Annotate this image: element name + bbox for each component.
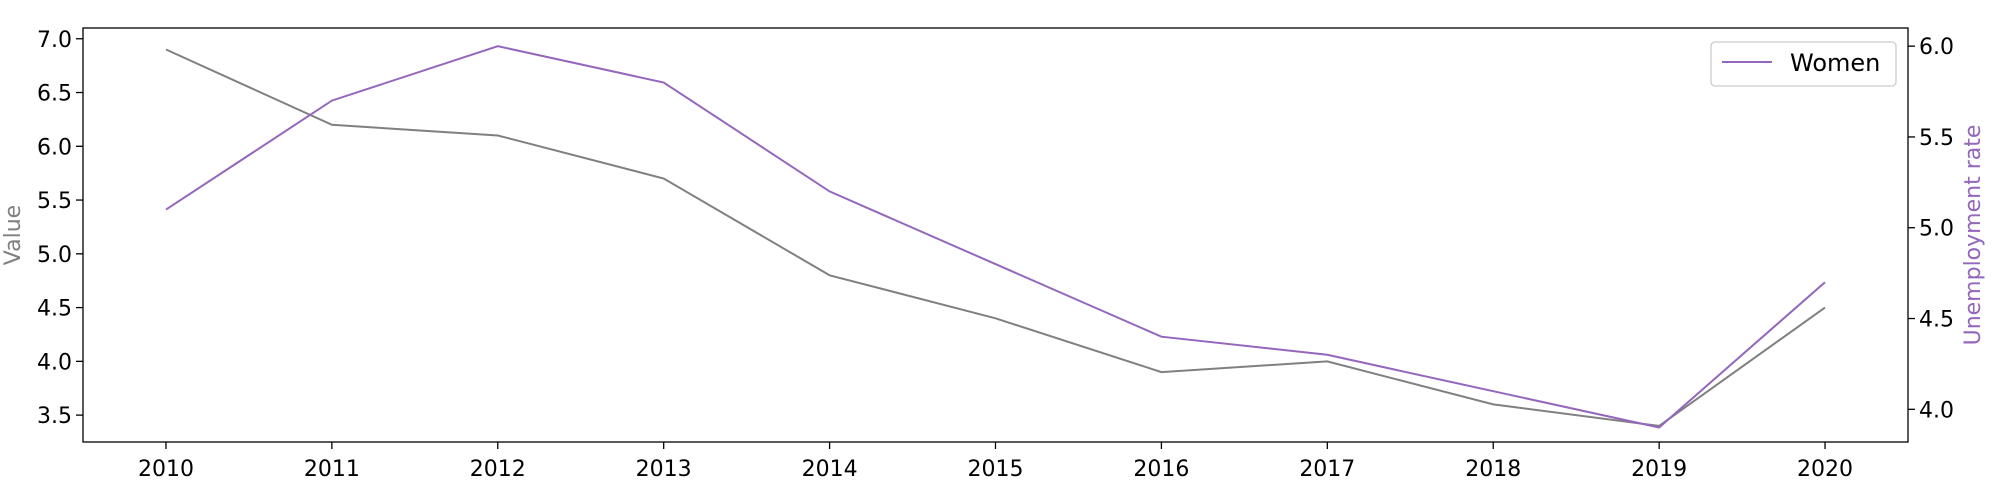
y-right-tick-label: 6.0 [1919,35,1954,60]
x-tick-label: 2011 [304,457,360,482]
legend-label-women: Women [1790,49,1880,77]
y-left-tick-label: 5.5 [37,189,72,214]
left-axis-title: Value [1,205,26,265]
x-tick-label: 2010 [138,457,194,482]
y-left-tick-label: 5.0 [37,243,72,268]
x-tick-label: 2013 [636,457,692,482]
y-left-tick-label: 4.5 [37,297,72,322]
y-left-tick-label: 6.5 [37,82,72,107]
series-line-0 [165,48,1826,427]
y-left-tick-label: 7.0 [37,28,72,53]
x-tick-label: 2018 [1465,457,1521,482]
right-axis-title: Unemployment rate [1961,125,1986,346]
y-right-tick-label: 5.0 [1919,217,1954,242]
y-left-tick-label: 6.0 [37,135,72,160]
x-tick-label: 2019 [1631,457,1687,482]
x-tick-label: 2016 [1133,457,1189,482]
y-left-tick-label: 4.0 [37,350,72,375]
y-right-tick-label: 5.5 [1919,126,1954,151]
x-tick-label: 2012 [470,457,526,482]
legend: Women [1710,41,1897,87]
plot-frame [82,27,1909,443]
x-tick-label: 2017 [1299,457,1355,482]
legend-box [1710,41,1897,87]
y-right-tick-label: 4.5 [1919,308,1954,333]
plot-area [82,27,1909,443]
series-line-women [165,45,1826,429]
y-axis-right: 4.0 4.5 5.0 5.5 6.0 [1908,35,1954,423]
x-tick-label: 2015 [968,457,1024,482]
y-right-tick-label: 4.0 [1919,398,1954,423]
y-axis-left: 3.5 4.0 4.5 5.0 5.5 6.0 6.5 7.0 [37,28,83,429]
x-tick-label: 2020 [1797,457,1853,482]
x-tick-label: 2014 [802,457,858,482]
x-axis: 2010 2011 2012 2013 2014 2015 2016 2017 2018 2019… [138,442,1853,482]
y-left-tick-label: 3.5 [37,404,72,429]
